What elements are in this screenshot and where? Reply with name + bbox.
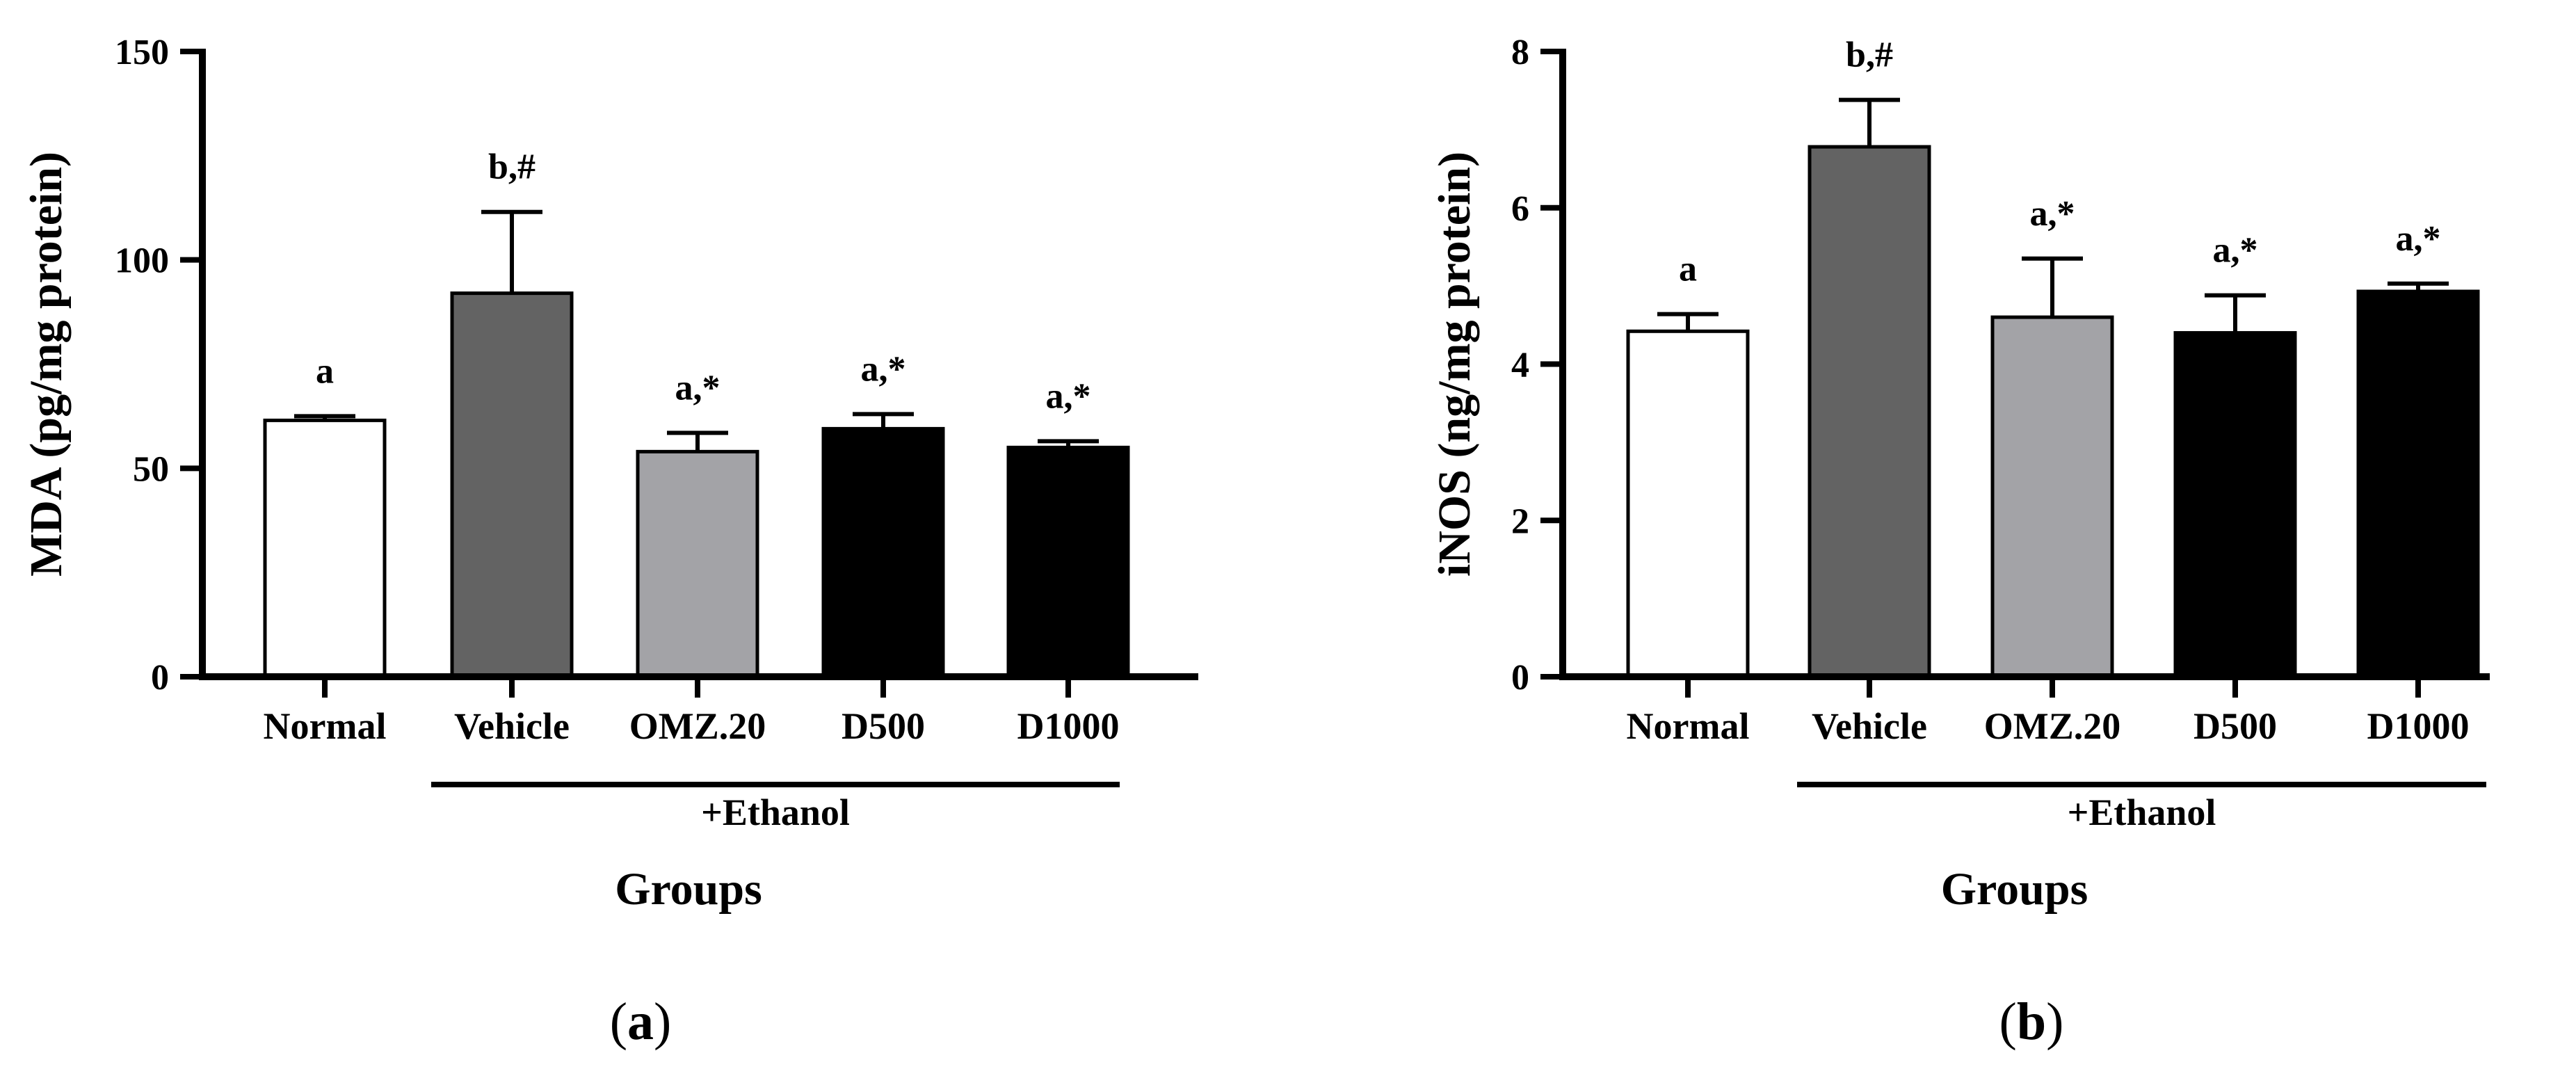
bar-normal — [1626, 329, 1750, 679]
bar-vehicle — [1808, 145, 1931, 679]
category-label: D1000 — [2367, 705, 2470, 747]
y-axis-label: MDA (pg/mg protein) — [21, 152, 72, 577]
bar-d500 — [2173, 331, 2297, 679]
category-label: Vehicle — [454, 705, 570, 747]
y-tick-label: 4 — [1511, 346, 1529, 385]
bar-omz-20 — [1990, 315, 2114, 679]
category-label: Normal — [264, 705, 387, 747]
chart-panel-a: a Normal b,# Vehicle a,* OMZ.20 a,* D500 a,* D100… — [21, 33, 1198, 1051]
bar-d1000 — [2356, 289, 2480, 679]
category-label: D1000 — [1017, 705, 1120, 747]
y-tick-label: 0 — [151, 658, 169, 698]
category-label: Vehicle — [1812, 705, 1927, 747]
group-label: +Ethanol — [701, 791, 850, 833]
y-axis-label: iNOS (ng/mg protein) — [1429, 152, 1480, 577]
category-label: D500 — [2193, 705, 2277, 747]
significance-label: b,# — [488, 147, 536, 187]
group-label: +Ethanol — [2068, 791, 2216, 833]
bar-d1000 — [1006, 445, 1130, 679]
x-axis-label: Groups — [1941, 864, 2088, 915]
significance-label: a,* — [2030, 194, 2075, 234]
bar-normal — [263, 418, 387, 679]
category-label: Normal — [1627, 705, 1750, 747]
significance-label: a,* — [2396, 219, 2441, 259]
significance-label: a — [316, 351, 334, 391]
category-label: OMZ.20 — [1984, 705, 2121, 747]
significance-label: a,* — [2213, 231, 2258, 271]
chart-panel-b: a Normal b,# Vehicle a,* OMZ.20 a,* D500 a,* D100… — [1429, 33, 2490, 1051]
y-tick-label: 6 — [1511, 189, 1529, 229]
x-axis-label: Groups — [615, 864, 762, 915]
significance-label: a,* — [1046, 376, 1091, 416]
significance-label: b,# — [1846, 35, 1893, 75]
bar-vehicle — [450, 291, 574, 679]
category-label: D500 — [842, 705, 925, 747]
y-tick-label: 2 — [1511, 501, 1529, 541]
significance-label: a,* — [675, 368, 721, 408]
category-label: OMZ.20 — [629, 705, 766, 747]
bar-d500 — [821, 426, 945, 679]
bar-omz-20 — [636, 449, 759, 679]
y-tick-label: 50 — [133, 449, 169, 489]
y-tick-label: 8 — [1511, 33, 1529, 72]
panel-label: (b) — [1999, 992, 2064, 1051]
y-tick-label: 100 — [115, 241, 169, 281]
significance-label: a — [1679, 250, 1697, 289]
panel-label: (a) — [610, 992, 672, 1051]
y-tick-label: 0 — [1511, 658, 1529, 698]
significance-label: a,* — [861, 349, 906, 389]
y-tick-label: 150 — [115, 33, 169, 72]
